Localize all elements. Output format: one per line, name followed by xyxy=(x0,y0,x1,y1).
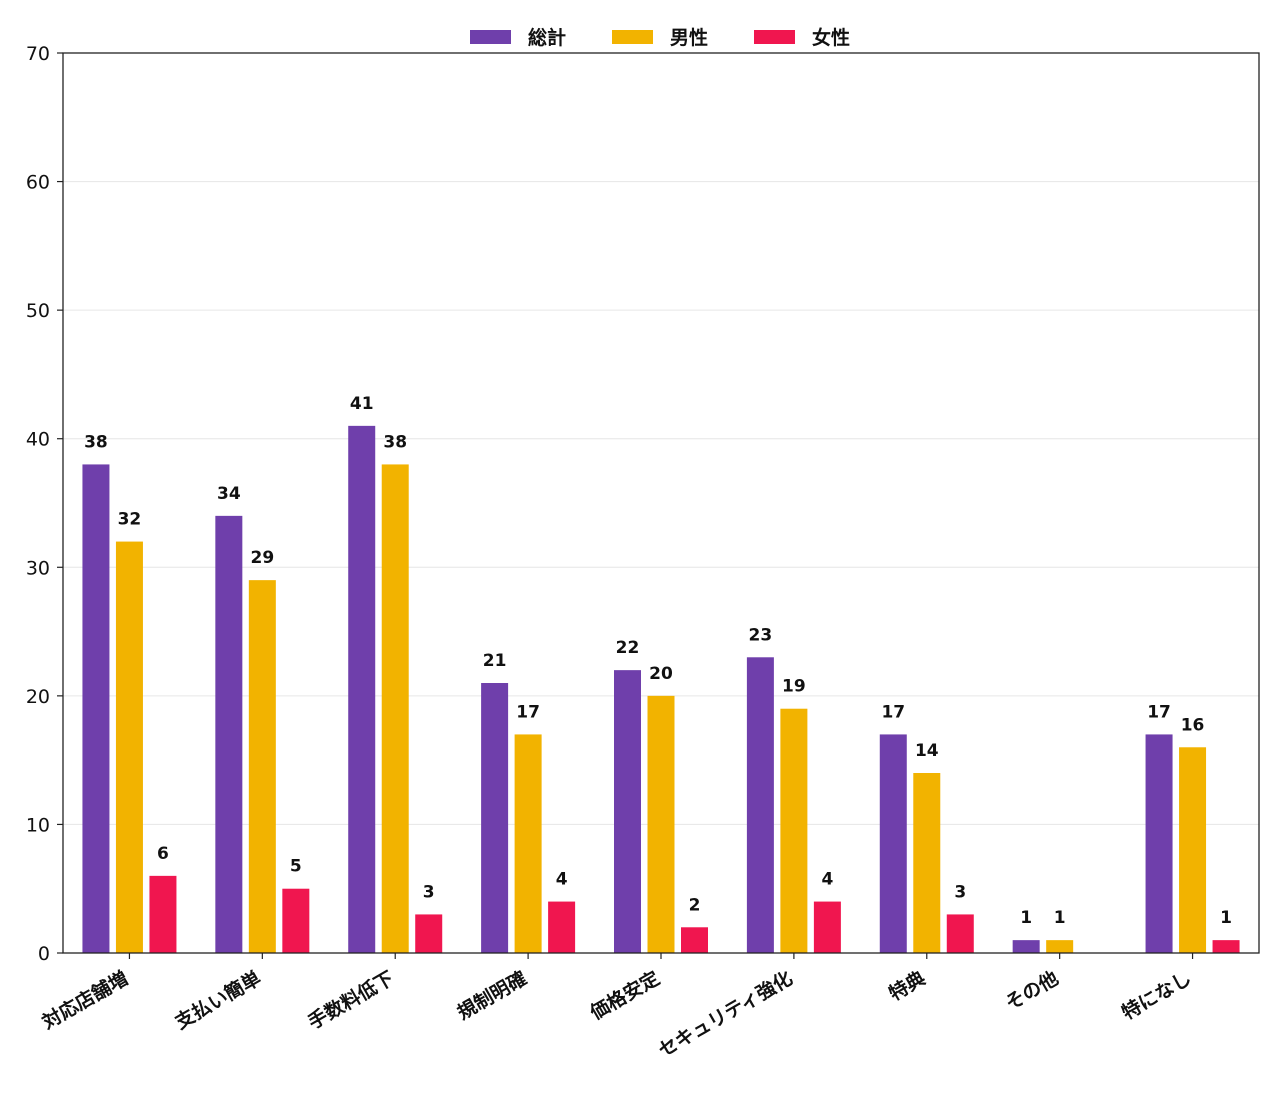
bar xyxy=(1212,940,1240,953)
bar xyxy=(614,670,641,953)
bar-value-label: 32 xyxy=(118,510,142,530)
bar-value-label: 16 xyxy=(1181,715,1205,735)
x-tick-label: 手数料低下 xyxy=(304,966,398,1033)
data-labels: 38 32 6 34 29 5 41 38 3 21 17 4 22 20 2 23 19 4 17 14 3 1 1 17 1… xyxy=(84,394,1232,928)
y-tick-label: 50 xyxy=(26,300,50,322)
bar xyxy=(913,773,941,953)
bar-value-label: 20 xyxy=(649,664,673,684)
x-tick-label: セキュリティ強化 xyxy=(654,966,796,1061)
bar xyxy=(813,901,841,953)
y-axis: 0 10 20 30 40 50 60 70 xyxy=(26,43,63,965)
bar-value-label: 3 xyxy=(954,882,966,902)
legend: 総計 男性 女性 xyxy=(470,26,850,49)
x-tick-label: 支払い簡単 xyxy=(170,966,265,1034)
x-tick-label: 特典 xyxy=(885,966,929,1005)
bar xyxy=(1145,734,1173,953)
y-tick-label: 70 xyxy=(26,43,50,65)
bar xyxy=(946,914,974,953)
y-tick-label: 40 xyxy=(26,429,50,451)
bar xyxy=(282,888,310,953)
bar-value-label: 1 xyxy=(1220,908,1232,928)
bar-value-label: 14 xyxy=(915,741,939,761)
bar-value-label: 1 xyxy=(1020,908,1032,928)
bars xyxy=(82,425,1240,953)
bar-value-label: 41 xyxy=(350,394,374,414)
bar xyxy=(215,515,243,953)
legend-label: 男性 xyxy=(670,26,708,49)
x-tick-label: 価格安定 xyxy=(585,966,663,1024)
bar xyxy=(1012,940,1040,953)
bar-value-label: 34 xyxy=(217,484,241,504)
x-tick-label: 対応店舗増 xyxy=(37,966,132,1034)
y-tick-label: 0 xyxy=(38,943,50,965)
bar xyxy=(681,927,708,953)
bar xyxy=(248,580,276,953)
bar xyxy=(149,875,177,953)
bar-value-label: 6 xyxy=(157,844,169,864)
bar xyxy=(746,657,774,953)
bar xyxy=(82,464,110,953)
bar-value-label: 17 xyxy=(516,702,540,722)
legend-swatch xyxy=(754,30,795,44)
bar-value-label: 23 xyxy=(749,625,773,645)
bar-value-label: 22 xyxy=(616,638,640,658)
bar-value-label: 19 xyxy=(782,677,806,697)
bar xyxy=(780,708,808,953)
bar-value-label: 2 xyxy=(689,895,701,915)
bar xyxy=(481,683,509,953)
bar-value-label: 38 xyxy=(383,432,407,452)
bar-value-label: 21 xyxy=(483,651,507,671)
x-tick-label: 規制明確 xyxy=(453,966,530,1024)
bar xyxy=(514,734,542,953)
bar xyxy=(1046,940,1074,953)
y-tick-label: 20 xyxy=(26,686,50,708)
bar xyxy=(1179,747,1207,953)
bar-value-label: 3 xyxy=(423,882,435,902)
legend-label: 総計 xyxy=(528,26,566,49)
x-tick-label: その他 xyxy=(1001,966,1062,1014)
legend-swatch xyxy=(612,30,653,44)
bar-value-label: 5 xyxy=(290,857,302,877)
bar xyxy=(647,695,675,953)
bar xyxy=(381,464,409,953)
bar-value-label: 1 xyxy=(1054,908,1066,928)
bar-value-label: 4 xyxy=(556,870,568,890)
bar-value-label: 38 xyxy=(84,432,108,452)
y-tick-label: 30 xyxy=(26,557,50,579)
bar-value-label: 29 xyxy=(250,548,274,568)
legend-swatch xyxy=(470,30,511,44)
y-tick-label: 10 xyxy=(26,814,50,836)
y-tick-label: 60 xyxy=(26,172,50,194)
bar xyxy=(548,901,576,953)
bar xyxy=(415,914,443,953)
bar xyxy=(348,425,376,953)
bar-value-label: 17 xyxy=(881,702,905,722)
legend-label: 女性 xyxy=(812,26,850,49)
bar-value-label: 17 xyxy=(1147,702,1171,722)
bar xyxy=(115,541,143,953)
bar xyxy=(879,734,907,953)
x-tick-label: 特になし xyxy=(1118,967,1195,1024)
bar-value-label: 4 xyxy=(821,870,833,890)
